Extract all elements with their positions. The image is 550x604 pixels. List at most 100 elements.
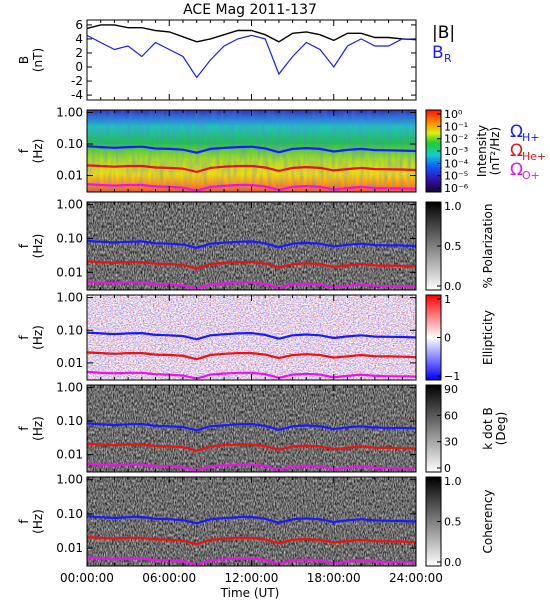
legend-subscript: H+ [522,131,540,144]
colorbar-tick-label: 0.0 [444,280,462,293]
colorbar-tick-label: 10⁻² [444,133,468,146]
colorbar-tick-label: 0.0 [444,556,462,569]
y-tick-label: 1.00 [56,105,83,119]
colorbar-tick-label: 10⁻⁵ [444,170,468,183]
x-tick-label: 24:00:00 [389,571,443,585]
colorbar-title: % Polarization [481,204,495,289]
colorbar-title: Coherency [481,489,495,553]
colorbar-tick-label: 10⁻⁶ [444,182,469,195]
legend-subscript: O+ [522,169,540,182]
colorbar-unit: (Deg) [494,412,508,446]
y-tick-label: 0.10 [56,507,83,521]
y-axis-title: B(nT) [17,48,45,72]
spectrogram-texture [87,110,416,192]
legend-subscript: He+ [522,150,546,163]
gyrofrequency-line-He [87,442,416,452]
y-tick-label: 1.00 [56,473,83,487]
y-axis-title-line: f [17,148,31,153]
y-axis-title-line: f [17,519,31,524]
colorbar-tick-label: 10⁻⁴ [444,157,469,170]
y-tick-label: 0.10 [56,323,83,337]
gyrofrequency-line-He [87,536,416,546]
colorbar-tick-label: 0.5 [444,240,462,253]
y-axis-title: f(Hz) [17,139,45,164]
colorbar-tick-label: 1.0 [444,200,462,213]
y-tick-label: 0 [75,60,83,74]
spectrogram-texture [87,477,416,566]
spectrogram-texture [87,385,416,472]
panel-3: 1.00 0.10 0.01 f(Hz) 1 0 −1 Ellipticity [17,291,495,383]
spectrogram-texture [87,202,416,290]
y-axis-title-line: B [17,56,31,64]
gyrofrequency-line-H [87,331,416,341]
spectrogram-image [87,202,416,290]
gyrofrequency-line-H [87,422,416,432]
y-axis-title-line: (Hz) [31,325,45,350]
colorbar-tick-label: 10⁻³ [444,145,468,158]
y-axis-title: f(Hz) [17,234,45,259]
gyrofrequency-line-H [87,239,416,249]
colorbar-title: Ellipticity [481,310,495,365]
x-tick-label: 06:00:00 [142,571,196,585]
y-tick-label: 0.01 [56,265,83,279]
gyrofrequency-line-O [87,183,416,192]
series-line [86,24,417,43]
colorbar-tick-label: 60 [444,409,458,422]
gyrofrequency-line-O [87,462,416,472]
colorbar-tick-label: 0 [444,462,451,475]
spectrogram-texture-blue [87,295,416,380]
colorbar-tick-label: 10⁰ [444,108,463,121]
y-axis-title-line: f [17,426,31,431]
spectrogram-image [87,110,416,192]
x-tick-label: 00:00:00 [60,571,114,585]
y-axis-title-line: f [17,335,31,340]
gyrofrequency-line-He [87,164,416,174]
panel-4: 1.00 0.10 0.01 f(Hz) 90 60 30 0 k dot B (Deg) [17,381,508,475]
panel-1: 1.00 0.10 0.01 f(Hz) 10⁰10⁻¹10⁻²10⁻³10⁻⁴10⁻⁵… [17,105,546,195]
colorbar-tick-label: 0.5 [444,516,462,529]
legend-subscript: R [444,52,452,65]
legend-label: Ω [510,141,523,161]
legend-label: Ω [510,122,523,142]
y-tick-label: 0.01 [56,541,83,555]
colorbar-tick-label: −1 [444,370,460,383]
plot-frame [86,19,417,101]
y-tick-label: 0.10 [56,231,83,245]
colorbar [425,384,442,473]
colorbar-title: Intensity [475,125,489,177]
gyrofrequency-line-O [87,556,416,566]
y-tick-label: 0.10 [56,414,83,428]
y-tick-label: -2 [71,74,83,88]
figure-title: ACE Mag 2011-137 [183,2,317,18]
y-tick-label: 6 [75,18,83,32]
x-tick-label: 12:00:00 [225,571,279,585]
y-tick-label: 4 [75,32,83,46]
colorbar-tick-label: 0 [444,332,451,345]
panel-2: 1.00 0.10 0.01 f(Hz) 1.0 0.5 0.0 % Polarization [17,198,495,293]
y-tick-label: 1.00 [56,198,83,212]
colorbar-tick-label: 30 [444,436,458,449]
gyrofrequency-line-H [87,515,416,525]
y-axis-title: f(Hz) [17,416,45,441]
y-axis-title-line: f [17,243,31,248]
colorbar-tick-label: 90 [444,383,458,396]
colorbar-tick-label: 1 [444,293,451,306]
y-tick-label: 1.00 [56,381,83,395]
y-axis-title: f(Hz) [17,325,45,350]
y-axis-title-line: (Hz) [31,509,45,534]
series-line [86,34,417,79]
gyrofrequency-line-He [87,260,416,270]
y-axis-title-line: (Hz) [31,234,45,259]
gyrofrequency-line-O [87,370,416,380]
y-tick-label: 0.01 [56,448,83,462]
y-tick-label: 0.01 [56,356,83,370]
spectrogram-image [87,477,416,566]
y-tick-label: 1.00 [56,291,83,305]
legend-label: Ω [510,160,523,180]
colorbar-title: k dot B [481,407,495,449]
colorbar-unit: (nT²/Hz) [488,127,502,175]
y-tick-label: 0.01 [56,169,83,183]
